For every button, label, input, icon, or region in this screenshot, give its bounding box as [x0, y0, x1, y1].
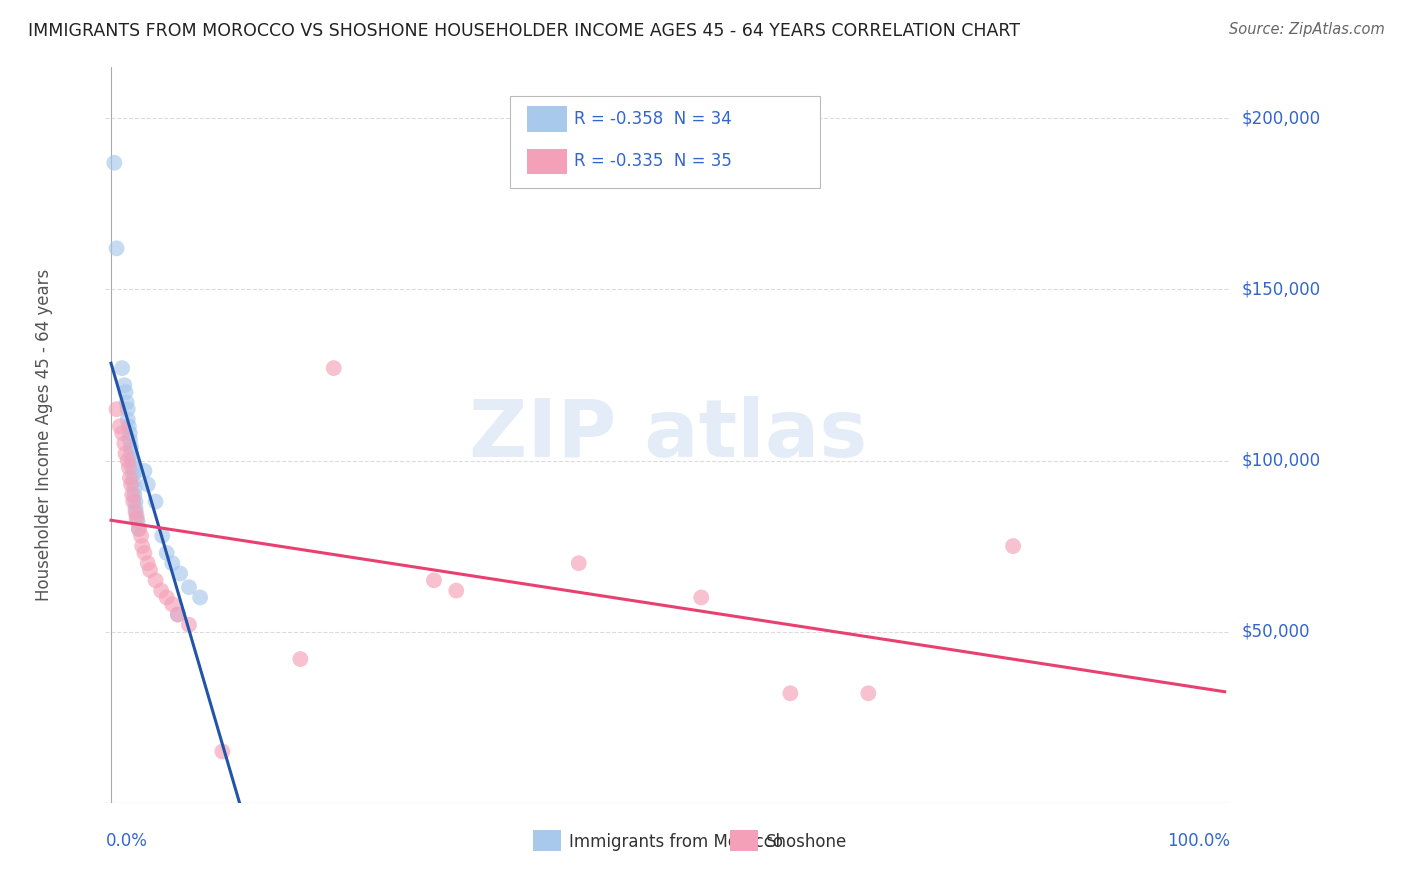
- Point: [122, 467, 145, 482]
- Point: [145, 494, 167, 508]
- Point: [125, 508, 148, 523]
- Point: [111, 426, 134, 441]
- Point: [446, 583, 468, 598]
- Point: [118, 426, 141, 441]
- Point: [112, 378, 135, 392]
- Point: [118, 419, 141, 434]
- Point: [134, 464, 156, 478]
- Point: [290, 652, 312, 666]
- Point: [125, 512, 148, 526]
- Text: $100,000: $100,000: [1241, 451, 1320, 469]
- Point: [114, 447, 136, 461]
- Point: [128, 522, 150, 536]
- Text: R = -0.358  N = 34: R = -0.358 N = 34: [575, 110, 733, 128]
- Bar: [730, 830, 758, 851]
- Point: [118, 470, 141, 484]
- Point: [114, 385, 136, 400]
- Point: [105, 241, 128, 255]
- Text: ZIP atlas: ZIP atlas: [468, 396, 868, 474]
- Point: [108, 419, 131, 434]
- Point: [111, 361, 134, 376]
- Point: [188, 591, 211, 605]
- Point: [150, 583, 173, 598]
- Point: [120, 447, 142, 461]
- Point: [322, 361, 344, 376]
- Text: $200,000: $200,000: [1241, 109, 1320, 128]
- Point: [145, 574, 167, 588]
- Point: [120, 477, 142, 491]
- Point: [122, 474, 145, 488]
- Point: [779, 686, 801, 700]
- Point: [121, 488, 143, 502]
- Point: [858, 686, 880, 700]
- Bar: [527, 106, 567, 132]
- Text: $50,000: $50,000: [1241, 623, 1310, 640]
- Point: [117, 412, 139, 426]
- Point: [169, 566, 191, 581]
- Point: [568, 556, 591, 570]
- Point: [120, 440, 142, 454]
- Point: [129, 529, 152, 543]
- Point: [162, 597, 184, 611]
- Point: [134, 546, 156, 560]
- Point: [156, 546, 179, 560]
- Point: [211, 744, 233, 758]
- Point: [124, 494, 146, 508]
- Point: [124, 505, 146, 519]
- Point: [690, 591, 713, 605]
- Point: [117, 402, 139, 417]
- Point: [166, 607, 188, 622]
- Point: [136, 556, 159, 570]
- Text: R = -0.335  N = 35: R = -0.335 N = 35: [575, 153, 733, 170]
- Point: [124, 488, 146, 502]
- Point: [150, 529, 173, 543]
- Point: [423, 574, 446, 588]
- Point: [124, 481, 146, 495]
- Point: [122, 494, 145, 508]
- Point: [177, 617, 200, 632]
- Text: Householder Income Ages 45 - 64 years: Householder Income Ages 45 - 64 years: [35, 268, 52, 601]
- Text: $150,000: $150,000: [1241, 280, 1320, 299]
- Point: [131, 539, 153, 553]
- Point: [139, 563, 162, 577]
- Text: 0.0%: 0.0%: [105, 832, 148, 850]
- Point: [136, 477, 159, 491]
- Point: [177, 580, 200, 594]
- Text: Shoshone: Shoshone: [766, 833, 846, 851]
- Point: [124, 501, 146, 516]
- Point: [115, 395, 138, 409]
- Point: [1002, 539, 1025, 553]
- Point: [118, 433, 141, 447]
- Point: [117, 453, 139, 467]
- Point: [118, 460, 141, 475]
- Point: [103, 155, 125, 169]
- Point: [105, 402, 128, 417]
- Bar: [527, 149, 567, 174]
- Point: [128, 522, 150, 536]
- Text: Source: ZipAtlas.com: Source: ZipAtlas.com: [1229, 22, 1385, 37]
- Point: [121, 453, 143, 467]
- Text: Immigrants from Morocco: Immigrants from Morocco: [569, 833, 783, 851]
- Text: IMMIGRANTS FROM MOROCCO VS SHOSHONE HOUSEHOLDER INCOME AGES 45 - 64 YEARS CORREL: IMMIGRANTS FROM MOROCCO VS SHOSHONE HOUS…: [28, 22, 1021, 40]
- Point: [127, 515, 149, 529]
- Point: [121, 460, 143, 475]
- Point: [112, 436, 135, 450]
- Bar: [533, 830, 561, 851]
- Point: [162, 556, 184, 570]
- FancyBboxPatch shape: [510, 96, 820, 188]
- Point: [156, 591, 179, 605]
- Text: 100.0%: 100.0%: [1167, 832, 1230, 850]
- Point: [166, 607, 188, 622]
